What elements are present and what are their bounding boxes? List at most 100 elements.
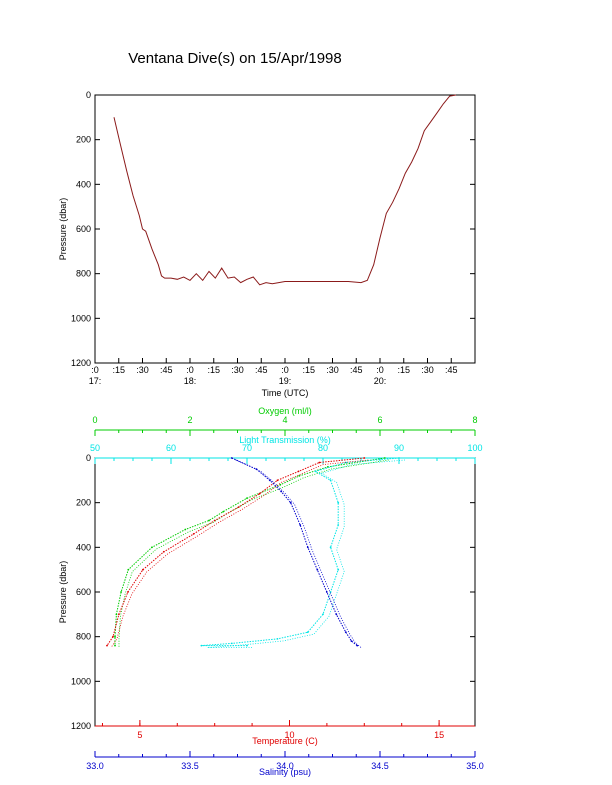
temperature-profile-point <box>318 461 321 464</box>
top-x-tick-label: :45 <box>255 365 268 375</box>
top-x-tick-label: :0 <box>91 365 99 375</box>
salinity-profile-point <box>268 479 271 482</box>
top-x-tick-label: :0 <box>186 365 194 375</box>
top-x-tick-label: :45 <box>350 365 363 375</box>
oxygen-tick-label: 2 <box>187 415 192 425</box>
temperature-profile-point <box>127 591 129 593</box>
transmission-tick-label: 90 <box>394 443 404 453</box>
salinity-profile-point <box>289 501 292 504</box>
temperature-profile-point <box>112 635 114 638</box>
oxygen-tick-label: 0 <box>92 415 97 425</box>
transmission-profile-point <box>337 501 340 504</box>
top-x-tick-label: :30 <box>136 365 149 375</box>
top-y-tick-label: 200 <box>76 135 91 145</box>
top-x-tick-label: :15 <box>302 365 315 375</box>
oxygen-profile-point <box>151 546 153 549</box>
top-y-tick-label: 0 <box>86 90 91 100</box>
top-x-tick-label: :0 <box>281 365 289 375</box>
oxygen-axis-label: Oxygen (ml/l) <box>258 406 312 416</box>
bottom-plot-frame <box>94 457 476 727</box>
temperature-profile-cast <box>110 459 369 648</box>
oxygen-profile-point <box>114 635 116 638</box>
oxygen-profile-point <box>298 475 301 477</box>
bottom-y-tick-label: 200 <box>76 498 91 508</box>
temperature-profile <box>106 457 365 646</box>
transmission-axis-label: Light Transmission (%) <box>239 435 331 445</box>
salinity-profile-point <box>350 640 353 642</box>
transmission-tick-label: 50 <box>90 443 100 453</box>
temperature-tick-label: 5 <box>137 730 142 740</box>
transmission-profile-point <box>337 524 340 526</box>
temperature-tick-label: 10 <box>284 730 294 740</box>
transmission-profile-point <box>329 479 332 482</box>
salinity-tick-label: 33.5 <box>181 761 199 771</box>
transmission-profile-point <box>322 613 324 616</box>
bottom-y-tick-label: 800 <box>76 632 91 642</box>
transmission-tick-label: 100 <box>467 443 482 453</box>
oxygen-profile-point <box>184 528 187 531</box>
salinity-profile-point <box>306 546 309 549</box>
transmission-profile-point <box>246 644 248 647</box>
top-x-tick-label: :0 <box>376 365 384 375</box>
temperature-profile-point <box>213 519 216 522</box>
temperature-tick-label: 15 <box>434 730 444 740</box>
transmission-profile-point <box>398 457 400 459</box>
salinity-profile-point <box>325 591 328 593</box>
dive-pressure-line <box>113 94 457 286</box>
oxygen-profile <box>114 457 385 646</box>
salinity-axis: 33.0 33.5 34.0 34.5 35.0 <box>86 751 484 771</box>
top-x-tick-label: :30 <box>326 365 339 375</box>
transmission-tick-label: 80 <box>318 443 328 453</box>
salinity-profile-point <box>230 457 233 459</box>
top-y-ticks: 0 200 400 600 800 1000 1200 <box>71 90 475 368</box>
salinity-axis-label: Salinity (psu) <box>259 767 311 777</box>
salinity-tick-label: 34.5 <box>371 761 389 771</box>
temperature-profile-point <box>118 613 120 616</box>
temperature-profile-point <box>297 470 300 473</box>
transmission-profile-point <box>200 644 203 647</box>
top-x-tick-label: :15 <box>112 365 125 375</box>
oxygen-profile-point <box>222 510 225 513</box>
top-x-hour-label: 20: <box>374 376 387 386</box>
salinity-tick-label: 34.0 <box>276 761 294 771</box>
salinity-profile <box>231 457 358 646</box>
salinity-tick-label: 33.0 <box>86 761 104 771</box>
top-x-tick-label: :15 <box>207 365 220 375</box>
bottom-y-tick-label: 1000 <box>71 676 91 686</box>
top-x-tick-label: :15 <box>397 365 410 375</box>
oxygen-profile-point <box>114 644 116 647</box>
bottom-y-tick-label: 600 <box>76 587 91 597</box>
bottom-y-tick-label: 400 <box>76 542 91 552</box>
top-x-tick-label: :45 <box>160 365 173 375</box>
top-plot-frame <box>94 94 476 364</box>
bottom-y-label: Pressure (dbar) <box>58 561 68 624</box>
transmission-profile-point <box>329 591 332 593</box>
top-x-hour-label: 19: <box>279 376 292 386</box>
transmission-profile-cast <box>207 459 406 648</box>
temperature-profile-point <box>162 550 165 553</box>
temperature-profile-point <box>192 533 195 535</box>
profile-series <box>106 457 406 648</box>
top-x-hour-label: 17: <box>89 376 102 386</box>
temperature-profile-point <box>237 506 240 508</box>
salinity-profile-cast <box>235 459 362 648</box>
temperature-profile-point <box>258 492 261 495</box>
temperature-profile-point <box>106 644 108 647</box>
oxygen-profile-cast <box>118 459 389 648</box>
temperature-profile-point <box>363 457 366 459</box>
salinity-tick-label: 35.0 <box>466 761 484 771</box>
top-x-ticks: :0:15:30:45:0:15:30:45:0:15:30:45:0:15:3… <box>89 358 458 386</box>
salinity-profile-point <box>356 644 359 647</box>
transmission-profile-point <box>276 638 279 640</box>
oxygen-tick-label: 8 <box>472 415 477 425</box>
transmission-profile <box>201 457 400 647</box>
salinity-profile-point <box>335 613 338 616</box>
salinity-profile-point <box>344 631 347 634</box>
salinity-profile-point <box>255 468 258 471</box>
temperature-profile-point <box>276 479 279 482</box>
transmission-tick-label: 70 <box>242 443 252 453</box>
oxygen-tick-label: 4 <box>282 415 287 425</box>
top-y-tick-label: 600 <box>76 224 91 234</box>
top-x-tick-label: :30 <box>421 365 434 375</box>
oxygen-tick-label: 6 <box>377 415 382 425</box>
